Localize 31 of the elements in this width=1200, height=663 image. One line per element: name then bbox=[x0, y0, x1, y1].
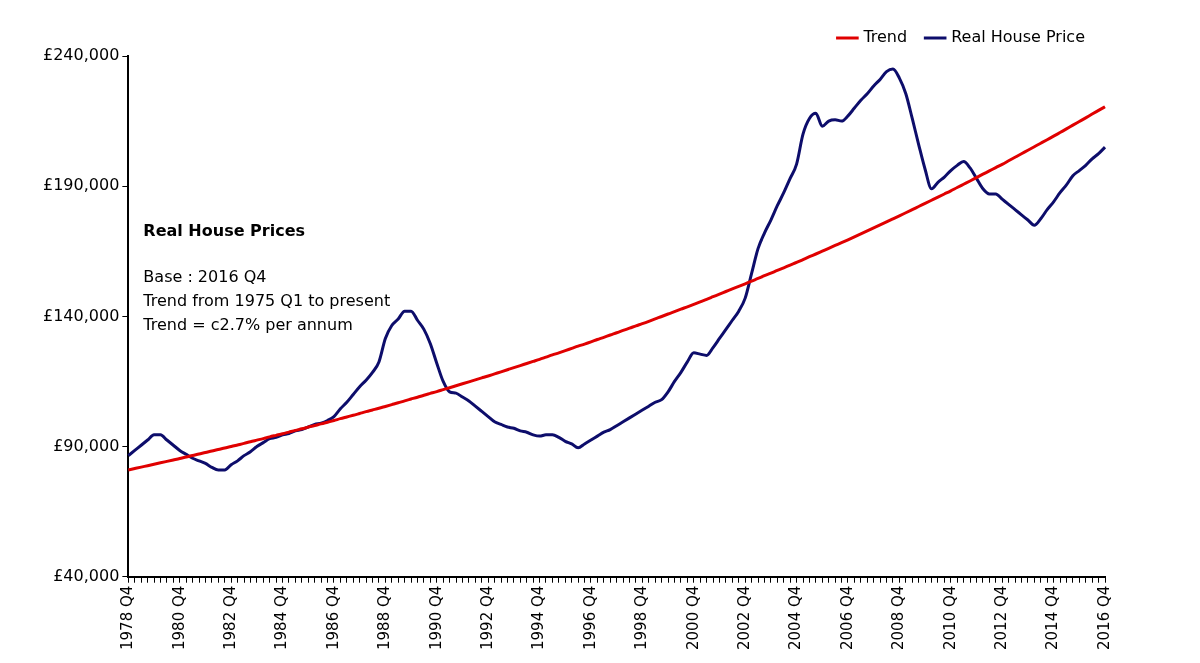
x-tick-label: 2000 Q4 bbox=[683, 585, 702, 650]
annotation: Real House Prices bbox=[143, 221, 306, 240]
annotation: Trend from 1975 Q1 to present bbox=[142, 291, 391, 310]
legend-label: Real House Price bbox=[951, 27, 1086, 47]
y-tick-label: £140,000 bbox=[43, 305, 120, 325]
y-tick-label: £240,000 bbox=[43, 45, 120, 65]
x-tick-label: 1978 Q4 bbox=[118, 585, 137, 650]
x-tick-label: 2012 Q4 bbox=[992, 585, 1011, 650]
x-tick-label: 2014 Q4 bbox=[1043, 585, 1062, 650]
x-tick-label: 2006 Q4 bbox=[837, 585, 856, 650]
annotation: Base : 2016 Q4 bbox=[143, 267, 267, 286]
x-tick-label: 1980 Q4 bbox=[169, 585, 188, 650]
x-tick-label: 2016 Q4 bbox=[1094, 585, 1113, 650]
x-tick-label: 2008 Q4 bbox=[889, 585, 908, 650]
annotation: Trend = c2.7% per annum bbox=[142, 315, 353, 334]
x-tick-label: 1988 Q4 bbox=[375, 585, 394, 650]
x-tick-label: 2002 Q4 bbox=[735, 585, 754, 650]
x-tick-label: 1984 Q4 bbox=[272, 585, 291, 650]
x-tick-label: 2004 Q4 bbox=[786, 585, 805, 650]
x-tick-label: 1998 Q4 bbox=[632, 585, 651, 650]
x-tick-label: 2010 Q4 bbox=[940, 585, 959, 650]
x-tick-label: 1990 Q4 bbox=[426, 585, 445, 650]
x-tick-label: 1986 Q4 bbox=[323, 585, 342, 650]
x-tick-label: 1992 Q4 bbox=[478, 585, 497, 650]
y-tick-label: £90,000 bbox=[53, 435, 120, 455]
x-tick-label: 1982 Q4 bbox=[221, 585, 240, 650]
x-tick-label: 1994 Q4 bbox=[529, 585, 548, 650]
x-tick-label: 1996 Q4 bbox=[580, 585, 599, 650]
y-tick-label: £190,000 bbox=[43, 175, 120, 195]
legend-label: Trend bbox=[862, 27, 908, 47]
y-tick-label: £40,000 bbox=[53, 565, 120, 585]
